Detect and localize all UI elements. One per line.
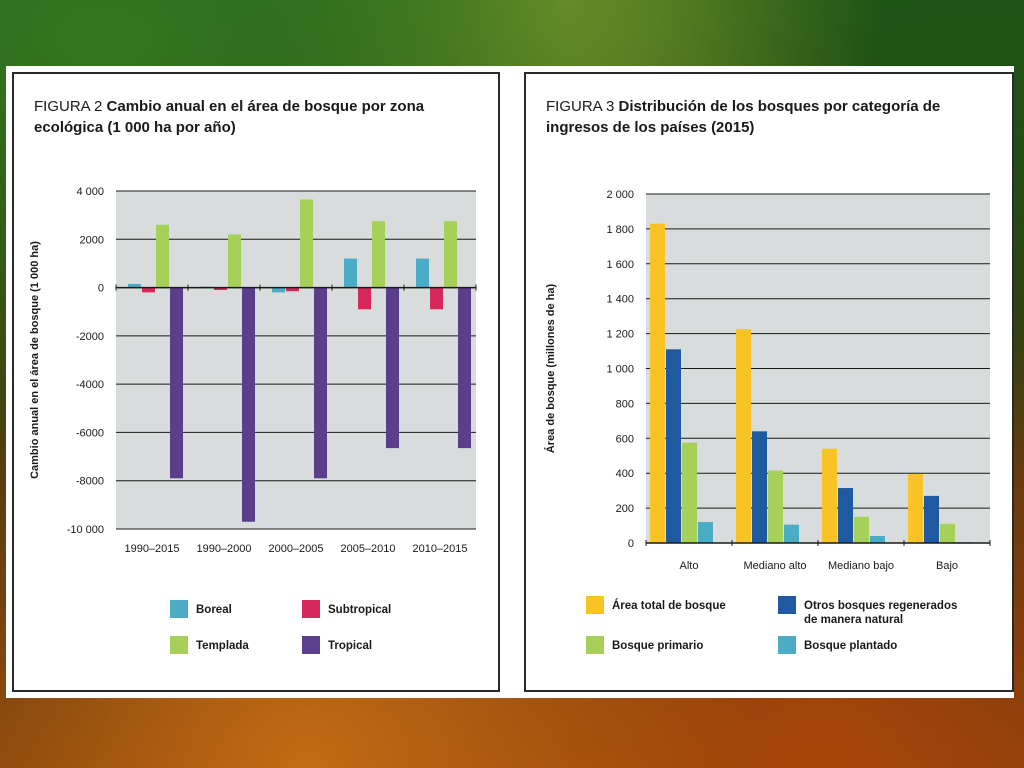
figure-3-description: Distribución de los bosques por categorí… [546,98,941,136]
x-category-label: 2010–2015 [412,543,467,555]
legend-label: Bosque plantado [804,640,897,652]
figure-3-title: FIGURA 3 Distribución de los bosques por… [546,96,996,138]
x-category-label: 2000–2005 [268,543,323,555]
bar [736,329,751,543]
figure-2-number: FIGURA 2 [34,98,103,115]
bar [784,524,799,543]
x-category-label: Alto [680,560,699,572]
bar [300,199,313,288]
legend-label: Bosque primario [612,640,703,652]
bar [650,223,665,544]
legend-swatch [170,636,188,654]
y-tick-label: 400 [616,468,634,480]
bar [142,287,155,293]
bar [430,287,443,310]
legend-label: de manera natural [804,614,903,626]
bar [908,474,923,543]
legend-swatch [586,596,604,614]
legend-label: Otros bosques regenerados [804,600,957,612]
figure-3-panel: FIGURA 3 Distribución de los bosques por… [524,72,1014,692]
x-category-label: 1990–2015 [124,543,179,555]
bar [358,287,371,310]
y-tick-label: 800 [616,398,634,410]
bar [344,258,357,288]
bar [682,442,697,543]
legend-label: Subtropical [328,604,391,616]
x-category-label: 1990–2000 [196,543,251,555]
bar [458,287,471,449]
bar [386,287,399,449]
legend-label: Boreal [196,604,232,616]
y-tick-label: 4 000 [76,186,104,198]
x-category-label: Bajo [936,560,958,572]
bar [416,258,429,288]
bar [870,536,885,543]
legend-swatch [170,600,188,618]
bar [128,283,141,288]
bar [666,349,681,543]
legend-swatch [778,636,796,654]
x-category-label: Mediano alto [744,560,807,572]
y-tick-label: 2000 [80,234,104,246]
figure-2-title: FIGURA 2 Cambio anual en el área de bosq… [34,96,484,138]
legend-swatch [302,600,320,618]
bar [924,495,939,543]
figure-3-number: FIGURA 3 [546,98,615,115]
y-tick-label: -2000 [76,331,104,343]
y-tick-label: -10 000 [67,524,104,536]
figure-2-description: Cambio anual en el área de bosque por zo… [34,98,425,136]
y-tick-label: 1 800 [606,224,634,236]
bar [698,522,713,543]
figure-3-chart: 2 000 1 800 1 600 1 400 1 200 1 000 800 600 400 2… [544,189,991,654]
y-tick-label: 1 000 [606,364,634,376]
bar [272,287,285,293]
bar [156,224,169,288]
x-category-label: Mediano bajo [828,560,894,572]
bar [444,221,457,288]
y-tick-label: 1 600 [606,259,634,271]
y-tick-label: 1 400 [606,294,634,306]
bar [170,287,183,479]
y-tick-label: -6000 [76,427,104,439]
legend-label: Templada [196,640,249,652]
y-tick-label: 0 [628,538,634,550]
bar [940,523,955,543]
bar [854,516,869,543]
bar [372,221,385,288]
y-tick-label: 0 [98,283,104,295]
bar [838,488,853,543]
bar [228,234,241,288]
bar [768,470,783,543]
legend-label: Tropical [328,640,372,652]
x-category-label: 2005–2010 [340,543,395,555]
y-tick-label: 600 [616,433,634,445]
y-tick-label: 1 200 [606,329,634,341]
y-tick-label: -4000 [76,379,104,391]
legend-swatch [778,596,796,614]
bar [314,287,327,479]
y-axis-label: Cambio anual en el área de bosque (1 000… [29,241,41,479]
bar [214,287,227,290]
y-tick-label: -8000 [76,476,104,488]
legend-swatch [586,636,604,654]
y-axis-label: Área de bosque (millones de ha) [544,284,557,454]
bar [822,448,837,543]
y-tick-label: 2 000 [606,189,634,201]
bar [286,287,299,292]
legend-swatch [302,636,320,654]
bar [752,431,767,543]
bar [242,287,255,522]
legend-label: Área total de bosque [612,599,726,612]
figure-2-panel: FIGURA 2 Cambio anual en el área de bosq… [12,72,500,692]
y-tick-label: 200 [616,503,634,515]
